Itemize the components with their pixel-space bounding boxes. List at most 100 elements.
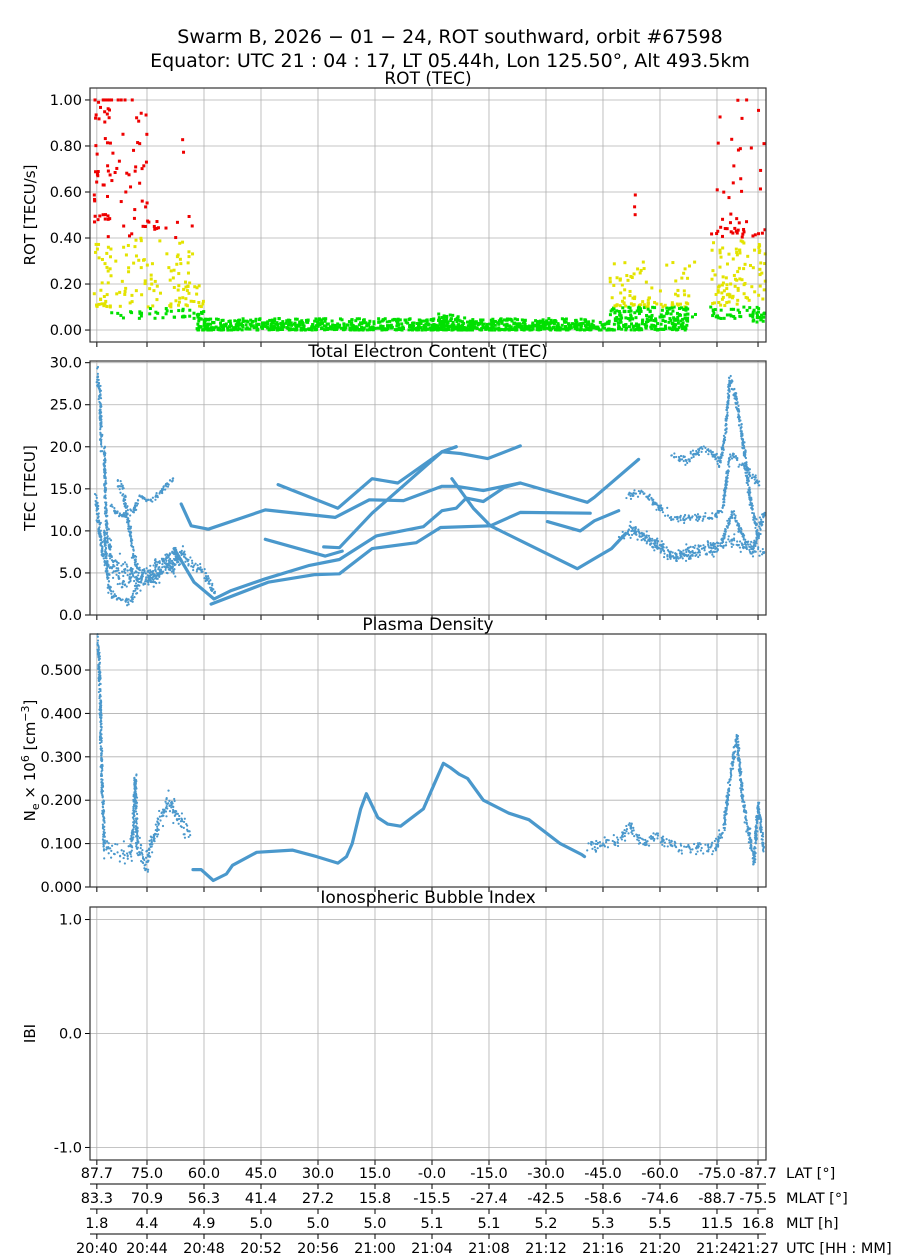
rot-point <box>206 317 210 321</box>
rot-point <box>683 325 687 329</box>
data-point <box>646 496 649 499</box>
rot-point <box>481 323 485 327</box>
rot-point <box>456 324 460 328</box>
data-point <box>171 479 174 482</box>
rot-point <box>717 301 721 305</box>
data-point <box>742 447 745 450</box>
rot-point <box>142 258 146 262</box>
data-point <box>730 510 733 513</box>
data-point <box>638 492 642 495</box>
data-point <box>135 822 138 825</box>
rot-point <box>304 318 308 322</box>
rot-point <box>667 307 671 311</box>
rot-point <box>738 277 742 281</box>
data-point <box>101 552 104 556</box>
data-point <box>713 455 716 458</box>
data-point <box>623 834 626 838</box>
rot-point <box>667 320 671 324</box>
data-point <box>625 828 629 831</box>
data-point <box>124 498 127 501</box>
rot-point <box>736 298 740 302</box>
data-point <box>740 425 743 429</box>
rot-point <box>712 241 716 245</box>
data-point <box>703 549 706 552</box>
rot-point <box>729 314 733 318</box>
data-point <box>130 838 133 841</box>
rot-point <box>212 326 216 330</box>
data-point <box>745 465 749 469</box>
data-point <box>106 514 109 517</box>
data-point <box>106 539 109 543</box>
rot-point <box>508 324 512 328</box>
rot-point <box>317 317 321 321</box>
rot-point <box>315 324 319 328</box>
rot-point <box>138 311 142 315</box>
rot-point <box>735 302 739 306</box>
rot-point <box>105 305 109 309</box>
data-point <box>204 571 207 575</box>
data-point <box>147 851 151 855</box>
data-point <box>146 860 149 863</box>
data-point <box>736 457 739 460</box>
rot-point <box>442 328 446 332</box>
data-point <box>728 465 731 468</box>
data-point <box>695 449 698 453</box>
data-point <box>122 574 125 578</box>
data-point <box>172 572 175 575</box>
data-point <box>100 722 103 725</box>
data-point <box>98 400 101 404</box>
data-point <box>697 518 701 521</box>
rot-point <box>629 302 633 306</box>
rot-point <box>145 201 149 205</box>
data-point <box>594 850 598 853</box>
data-point <box>721 540 725 544</box>
data-point <box>727 399 730 402</box>
rot-point <box>332 328 336 332</box>
rot-point <box>752 308 756 312</box>
axes-frame <box>89 87 767 343</box>
data-point <box>102 819 105 822</box>
rot-point <box>560 323 564 327</box>
data-point <box>107 591 110 594</box>
data-point <box>638 535 641 538</box>
rot-point <box>244 323 248 327</box>
data-point <box>127 527 130 530</box>
rot-point <box>722 316 726 320</box>
rot-point <box>295 317 299 321</box>
rot-point <box>675 318 679 322</box>
data-point <box>111 844 114 847</box>
data-point <box>662 549 665 552</box>
rot-point <box>505 318 509 322</box>
data-point <box>638 841 642 845</box>
data-point <box>623 839 627 842</box>
rot-point <box>622 302 626 306</box>
data-point <box>118 860 121 863</box>
data-point <box>645 534 648 537</box>
rot-point <box>552 322 556 326</box>
rot-point <box>579 327 583 331</box>
rot-point <box>128 301 132 305</box>
rot-point <box>104 299 108 303</box>
data-point <box>690 516 693 519</box>
rot-point <box>326 322 330 326</box>
data-point <box>99 397 103 400</box>
data-point <box>105 848 108 851</box>
data-point <box>157 574 160 577</box>
rot-point <box>422 324 426 328</box>
rot-point <box>294 317 298 321</box>
rot-point <box>633 328 637 332</box>
data-point <box>611 839 614 843</box>
data-point <box>678 457 681 460</box>
rot-point <box>199 325 203 329</box>
rot-point <box>349 322 353 326</box>
data-point <box>200 568 204 571</box>
data-marks <box>92 98 767 332</box>
rot-point <box>408 317 412 321</box>
rot-point <box>574 318 578 322</box>
rot-point <box>427 322 431 326</box>
rot-point <box>210 326 214 330</box>
rot-point <box>736 288 740 292</box>
rot-point <box>622 325 626 329</box>
data-point <box>754 474 757 477</box>
rot-point <box>755 305 759 309</box>
